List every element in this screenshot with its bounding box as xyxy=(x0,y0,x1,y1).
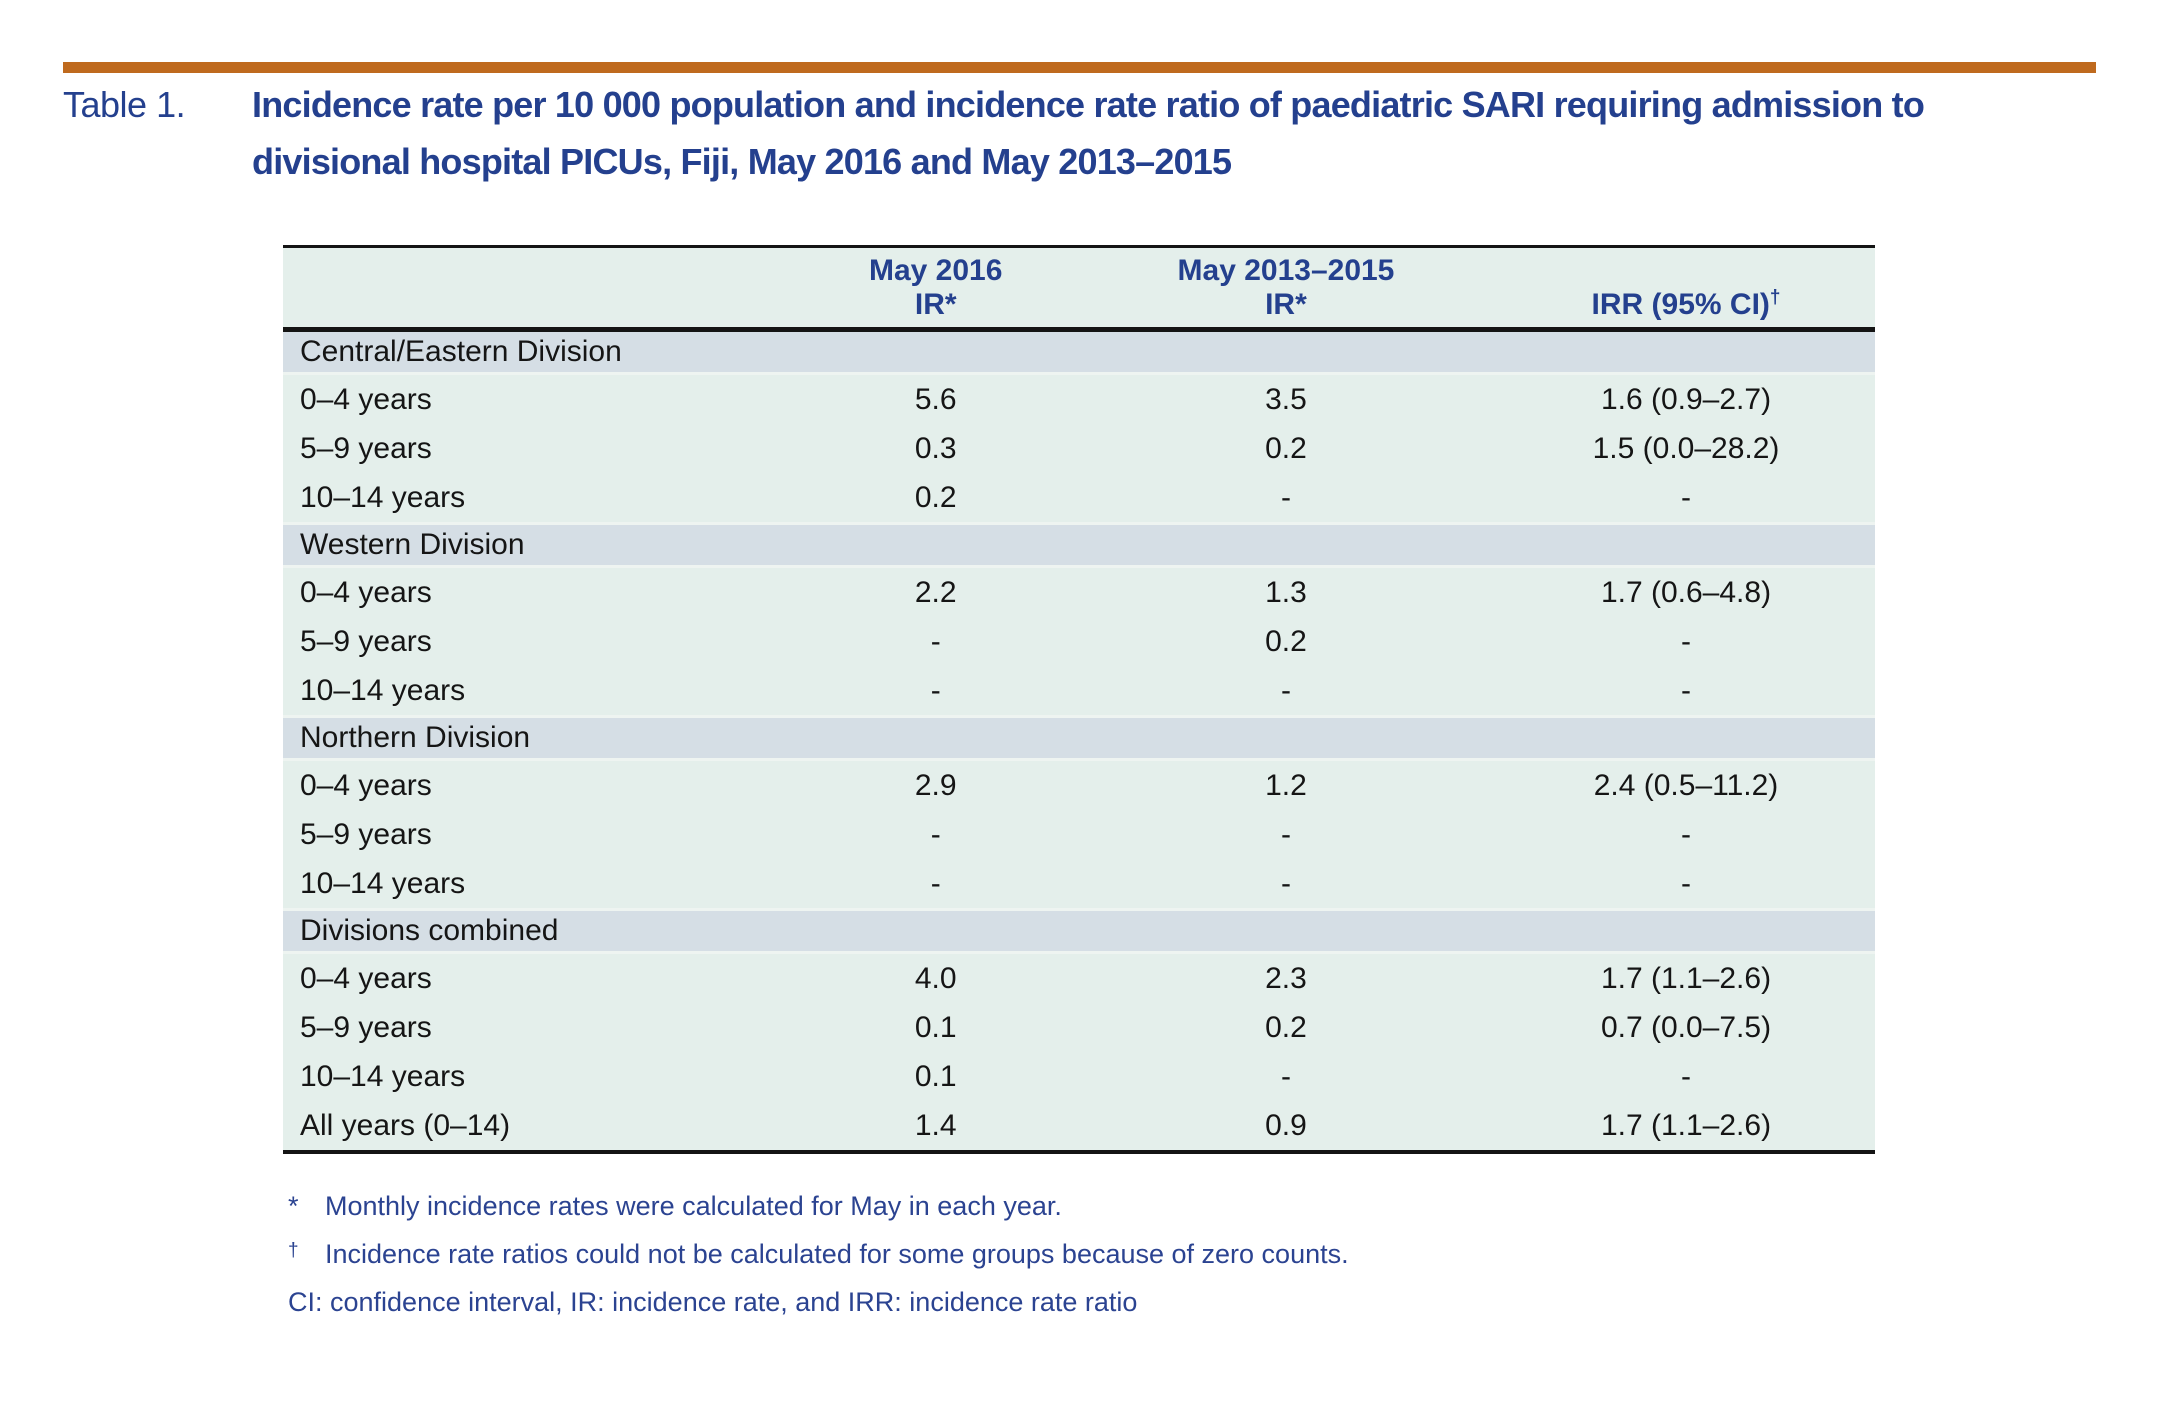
cell-age-group: 10–14 years xyxy=(300,1059,466,1093)
header-empty-cell xyxy=(283,254,761,322)
table-row: 10–14 years - - - xyxy=(283,666,1875,715)
footnote-text: Monthly incidence rates were calculated … xyxy=(325,1191,1062,1221)
cell-age-group: 5–9 years xyxy=(300,431,432,465)
header-may2013-2015: May 2013–2015 IR* xyxy=(1111,254,1461,322)
header-may2016: May 2016 IR* xyxy=(761,254,1111,322)
cell-ir-may2016: 5.6 xyxy=(914,382,957,416)
cell-irr-95ci: - xyxy=(1681,817,1692,851)
footnote-marker: * xyxy=(288,1191,299,1221)
header-may2013-2015-line2: IR* xyxy=(1265,288,1307,321)
cell-irr-95ci: - xyxy=(1681,866,1692,900)
cell-ir-may2013-2015: 3.5 xyxy=(1265,382,1307,416)
footnotes: * Monthly incidence rates were calculated… xyxy=(288,1190,1349,1334)
header-irr-ci-line: IRR (95% CI)† xyxy=(1592,288,1781,322)
cell-ir-may2016: 2.2 xyxy=(914,575,957,609)
cell-ir-may2016: 2.9 xyxy=(914,768,957,802)
cell-ir-may2016: 0.3 xyxy=(914,431,957,465)
cell-ir-may2013-2015: - xyxy=(1280,480,1291,514)
caption-line-2: divisional hospital PICUs, Fiji, May 201… xyxy=(252,141,1232,182)
table-body: Central/Eastern Division 0–4 years 5.6 3.5 1… xyxy=(283,332,1875,1150)
cell-irr-95ci: 0.7 (0.0–7.5) xyxy=(1600,1010,1772,1044)
cell-ir-may2013-2015: - xyxy=(1280,1059,1291,1093)
incidence-rate-table: May 2016 IR* May 2013–2015 IR* IRR (95% … xyxy=(283,245,1875,1154)
cell-age-group: 0–4 years xyxy=(300,768,432,802)
table-row: 5–9 years - 0.2 - xyxy=(283,617,1875,666)
header-may2016-line1: May 2016 xyxy=(868,254,1003,287)
cell-age-group: 0–4 years xyxy=(300,961,432,995)
cell-irr-95ci: - xyxy=(1681,480,1692,514)
caption-line-1: Incidence rate per 10 000 population and… xyxy=(252,84,1925,125)
header-irr-ci-text: IRR (95% CI) xyxy=(1591,288,1770,321)
cell-irr-95ci: - xyxy=(1681,673,1692,707)
cell-irr-95ci: 1.5 (0.0–28.2) xyxy=(1592,431,1780,465)
section-row: Divisions combined xyxy=(283,908,1875,954)
cell-age-group: 10–14 years xyxy=(300,673,466,707)
footnote-line: † Incidence rate ratios could not be calc… xyxy=(288,1238,1349,1271)
cell-ir-may2013-2015: 0.2 xyxy=(1265,624,1307,658)
cell-irr-95ci: 1.6 (0.9–2.7) xyxy=(1600,382,1772,416)
cell-ir-may2013-2015: 0.2 xyxy=(1265,1010,1307,1044)
cell-ir-may2016: 0.1 xyxy=(914,1059,957,1093)
cell-age-group: All years (0–14) xyxy=(300,1108,511,1142)
footnote-text: Incidence rate ratios could not be calcu… xyxy=(325,1239,1349,1269)
cell-ir-may2016: 4.0 xyxy=(914,961,957,995)
cell-age-group: 0–4 years xyxy=(300,575,432,609)
cell-ir-may2013-2015: - xyxy=(1280,817,1291,851)
table-row: 0–4 years 2.2 1.3 1.7 (0.6–4.8) xyxy=(283,568,1875,617)
cell-ir-may2013-2015: 0.9 xyxy=(1265,1108,1307,1142)
table-row: 10–14 years - - - xyxy=(283,859,1875,908)
cell-ir-may2016: - xyxy=(930,866,941,900)
table-row: 10–14 years 0.1 - - xyxy=(283,1052,1875,1101)
cell-ir-may2013-2015: - xyxy=(1280,673,1291,707)
table-row: 10–14 years 0.2 - - xyxy=(283,473,1875,522)
cell-ir-may2016: 1.4 xyxy=(914,1108,957,1142)
table-row: 0–4 years 5.6 3.5 1.6 (0.9–2.7) xyxy=(283,375,1875,424)
cell-age-group: 0–4 years xyxy=(300,382,432,416)
table-row: 5–9 years - - - xyxy=(283,810,1875,859)
table-row: 5–9 years 0.1 0.2 0.7 (0.0–7.5) xyxy=(283,1003,1875,1052)
table-row: 0–4 years 2.9 1.2 2.4 (0.5–11.2) xyxy=(283,761,1875,810)
cell-ir-may2016: - xyxy=(930,673,941,707)
section-row: Western Division xyxy=(283,522,1875,568)
cell-age-group: 5–9 years xyxy=(300,1010,432,1044)
cell-irr-95ci: 1.7 (1.1–2.6) xyxy=(1600,1108,1772,1142)
cell-ir-may2013-2015: 0.2 xyxy=(1265,431,1307,465)
table-caption: Table 1. Incidence rate per 10 000 popul… xyxy=(63,76,1925,190)
cell-irr-95ci: - xyxy=(1681,624,1692,658)
header-may2016-line2: IR* xyxy=(914,288,957,321)
cell-ir-may2013-2015: - xyxy=(1280,866,1291,900)
footnote-text: CI: confidence interval, IR: incidence r… xyxy=(288,1287,1138,1317)
cell-ir-may2016: 0.2 xyxy=(914,480,957,514)
section-row: Central/Eastern Division xyxy=(283,332,1875,375)
header-may2013-2015-line1: May 2013–2015 xyxy=(1177,254,1395,287)
footnote-marker: † xyxy=(288,1240,299,1261)
table-caption-number: Table 1. xyxy=(63,84,186,125)
cell-age-group: 5–9 years xyxy=(300,817,432,851)
table-row: 0–4 years 4.0 2.3 1.7 (1.1–2.6) xyxy=(283,954,1875,1003)
table-header-row: May 2016 IR* May 2013–2015 IR* IRR (95% … xyxy=(283,248,1875,332)
footnote-line: CI: confidence interval, IR: incidence r… xyxy=(288,1286,1349,1319)
cell-ir-may2016: - xyxy=(930,817,941,851)
cell-ir-may2013-2015: 1.3 xyxy=(1265,575,1307,609)
cell-age-group: 10–14 years xyxy=(300,480,466,514)
table-row: All years (0–14) 1.4 0.9 1.7 (1.1–2.6) xyxy=(283,1101,1875,1150)
accent-rule xyxy=(63,62,2096,73)
table-caption-title: Incidence rate per 10 000 population and… xyxy=(252,76,1925,190)
cell-ir-may2013-2015: 2.3 xyxy=(1265,961,1307,995)
cell-age-group: 5–9 years xyxy=(300,624,432,658)
header-irr-ci: IRR (95% CI)† xyxy=(1461,254,1875,322)
table-row: 5–9 years 0.3 0.2 1.5 (0.0–28.2) xyxy=(283,424,1875,473)
cell-ir-may2013-2015: 1.2 xyxy=(1265,768,1307,802)
cell-irr-95ci: - xyxy=(1681,1059,1692,1093)
cell-irr-95ci: 1.7 (1.1–2.6) xyxy=(1600,961,1772,995)
cell-ir-may2016: - xyxy=(930,624,941,658)
footnote-line: * Monthly incidence rates were calculated… xyxy=(288,1190,1349,1223)
cell-age-group: 10–14 years xyxy=(300,866,466,900)
header-irr-dagger: † xyxy=(1769,287,1781,308)
cell-irr-95ci: 2.4 (0.5–11.2) xyxy=(1593,768,1779,802)
section-row: Northern Division xyxy=(283,715,1875,761)
cell-irr-95ci: 1.7 (0.6–4.8) xyxy=(1600,575,1772,609)
cell-ir-may2016: 0.1 xyxy=(914,1010,957,1044)
